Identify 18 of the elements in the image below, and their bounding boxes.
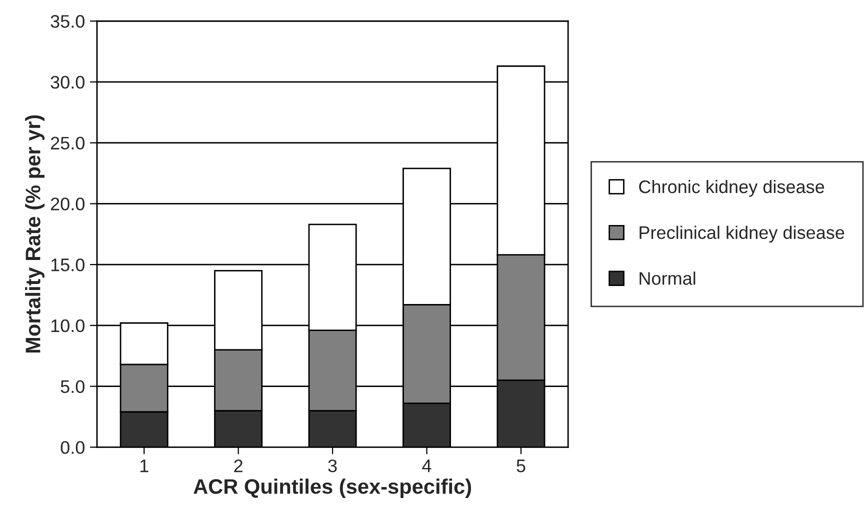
x-tick-label: 2 bbox=[234, 459, 242, 472]
legend-label: Chronic kidney disease bbox=[639, 180, 824, 197]
y-tick-label: 30.0 bbox=[50, 76, 84, 89]
x-axis-title: ACR Quintiles (sex-specific) bbox=[194, 478, 472, 498]
y-tick-label: 35.0 bbox=[50, 15, 84, 28]
y-tick-label: 0.0 bbox=[60, 441, 84, 454]
x-tick-label: 5 bbox=[516, 460, 526, 472]
x-tick-label: 3 bbox=[328, 459, 337, 472]
y-axis-title: Mortality Rate (% per yr) bbox=[25, 115, 44, 353]
y-tick-label: 10.0 bbox=[51, 319, 84, 332]
x-tick-label: 1 bbox=[140, 460, 148, 472]
y-tick-label: 5.0 bbox=[60, 380, 84, 394]
legend-label: Preclinical kidney disease bbox=[640, 226, 844, 243]
legend-label: Normal bbox=[640, 272, 696, 285]
x-tick-label: 4 bbox=[422, 460, 432, 472]
y-tick-label: 15.0 bbox=[51, 258, 84, 272]
y-tick-label: 20.0 bbox=[50, 198, 84, 210]
y-tick-label: 25.0 bbox=[50, 136, 84, 150]
